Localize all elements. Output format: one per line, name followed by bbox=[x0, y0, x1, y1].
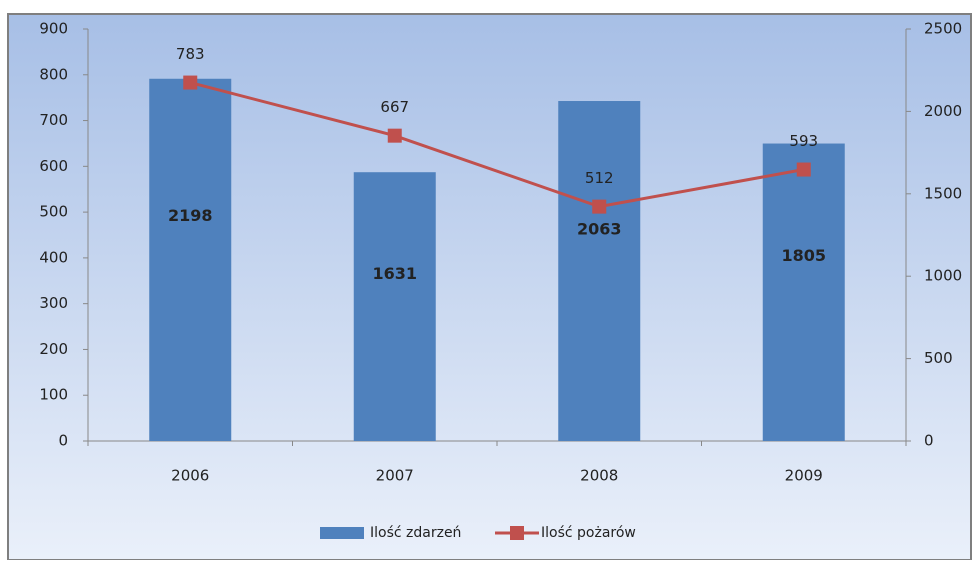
line-marker bbox=[592, 199, 607, 214]
y-tick-label: 900 bbox=[39, 20, 68, 38]
line-marker bbox=[796, 162, 811, 177]
y2-tick-label: 500 bbox=[924, 349, 953, 367]
y-tick-label: 600 bbox=[39, 157, 68, 175]
line-value-label: 783 bbox=[176, 45, 205, 63]
legend-label: Ilość zdarzeń bbox=[370, 525, 461, 541]
y-tick-label: 700 bbox=[39, 111, 68, 129]
y2-tick-label: 2500 bbox=[924, 20, 962, 38]
y2-tick-label: 0 bbox=[924, 432, 934, 450]
bar-value-label: 2198 bbox=[168, 206, 213, 225]
line-value-label: 593 bbox=[789, 132, 818, 150]
legend-label: Ilość pożarów bbox=[541, 525, 636, 541]
x-tick-label: 2006 bbox=[171, 467, 209, 485]
y-tick-label: 300 bbox=[39, 294, 68, 312]
line-marker bbox=[183, 75, 198, 90]
line-marker bbox=[387, 128, 402, 143]
bar bbox=[353, 172, 436, 442]
bar-value-label: 1805 bbox=[781, 246, 826, 265]
bar-value-label: 2063 bbox=[577, 220, 622, 239]
bar bbox=[149, 78, 232, 442]
bar bbox=[558, 101, 641, 441]
bar-value-label: 1631 bbox=[372, 264, 417, 283]
y-tick-label: 800 bbox=[39, 65, 68, 83]
legend-swatch-marker bbox=[510, 526, 524, 540]
x-tick-label: 2007 bbox=[376, 467, 414, 485]
y2-tick-label: 2000 bbox=[924, 102, 962, 120]
line bbox=[189, 81, 805, 209]
y-tick-label: 400 bbox=[39, 248, 68, 266]
legend-swatch bbox=[320, 527, 364, 539]
y-tick-label: 200 bbox=[39, 340, 68, 358]
bar bbox=[762, 143, 845, 441]
x-tick-label: 2009 bbox=[785, 467, 823, 485]
x-tick-label: 2008 bbox=[580, 467, 618, 485]
y2-tick-label: 1500 bbox=[924, 184, 962, 202]
line-value-label: 667 bbox=[380, 98, 409, 116]
y-tick-label: 500 bbox=[39, 203, 68, 221]
y-tick-label: 100 bbox=[39, 386, 68, 404]
line-value-label: 512 bbox=[585, 169, 614, 187]
y2-tick-label: 1000 bbox=[924, 267, 962, 285]
y-tick-label: 0 bbox=[58, 432, 68, 450]
